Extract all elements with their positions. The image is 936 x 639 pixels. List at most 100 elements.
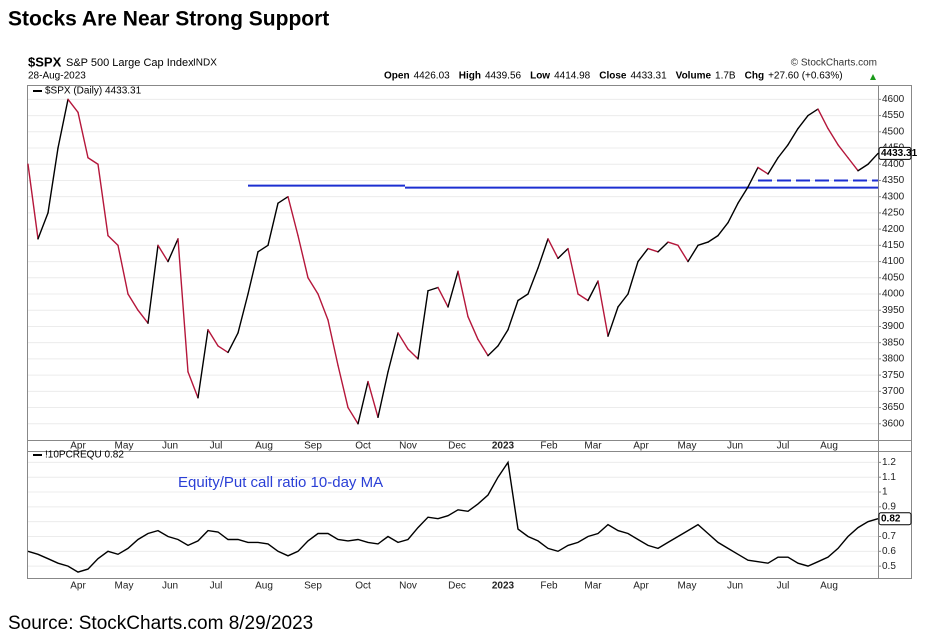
y-tick-label: 4050 xyxy=(882,272,905,283)
x-tick-label: Mar xyxy=(584,581,602,592)
x-tick-label: Feb xyxy=(540,581,558,592)
price-segment xyxy=(537,238,549,269)
price-segment xyxy=(497,328,509,347)
price-segment xyxy=(587,280,599,302)
price-segment xyxy=(487,345,499,357)
price-segment xyxy=(827,127,839,146)
y-tick-label: 3600 xyxy=(882,418,905,429)
price-segment xyxy=(267,202,279,247)
price-segment xyxy=(567,247,579,295)
price-segment xyxy=(577,293,589,302)
price-segment xyxy=(217,345,229,354)
price-segment xyxy=(187,371,199,399)
y-tick-label: 3650 xyxy=(882,402,905,413)
x-tick-label: Aug xyxy=(255,581,273,592)
price-segment xyxy=(147,244,159,324)
price-segment xyxy=(647,247,659,253)
x-tick-label: Aug xyxy=(820,441,838,452)
price-segment xyxy=(387,332,399,373)
quote-line: Open 4426.03 High 4439.56 Low 4414.98 Close 443… xyxy=(384,71,843,82)
date: 28-Aug-2023 xyxy=(28,71,86,82)
x-tick-label: Feb xyxy=(540,441,558,452)
price-segment xyxy=(297,234,309,279)
price-segment xyxy=(397,332,409,350)
y-tick-label: 4600 xyxy=(882,94,905,105)
price-segment xyxy=(837,144,849,159)
quote-label: Volume xyxy=(676,71,712,82)
price-segment xyxy=(607,306,619,337)
price-segment xyxy=(437,286,449,308)
y-tick-label: 4000 xyxy=(882,289,905,300)
price-segment xyxy=(527,267,539,295)
page-title: Stocks Are Near Strong Support xyxy=(8,8,329,31)
last-value-box xyxy=(878,512,912,526)
quote-label: Low xyxy=(530,71,550,82)
x-tick-label: Jun xyxy=(162,441,178,452)
price-segment xyxy=(287,195,299,237)
y-tick-label: 4100 xyxy=(882,256,905,267)
price-segment xyxy=(37,212,49,240)
credit: © StockCharts.com xyxy=(791,58,877,69)
price-segment xyxy=(847,157,859,172)
x-tick-label: Jul xyxy=(777,441,790,452)
x-tick-label: Nov xyxy=(399,441,417,452)
price-segment xyxy=(317,293,329,321)
quote-value: 4433.31 xyxy=(630,71,667,82)
price-segment xyxy=(627,260,639,295)
y-tick-label: 3800 xyxy=(882,354,905,365)
y-tick-label: 4250 xyxy=(882,208,905,219)
price-segment xyxy=(657,241,669,253)
quote-value: 4414.98 xyxy=(554,71,591,82)
x-tick-label: 2023 xyxy=(492,581,515,592)
x-tick-label: May xyxy=(678,581,697,592)
y-tick-label: 1.2 xyxy=(882,457,896,468)
y-tick-label: 4150 xyxy=(882,240,905,251)
x-tick-label: Jul xyxy=(777,581,790,592)
price-segment xyxy=(167,238,179,263)
price-segment xyxy=(817,108,829,130)
x-tick-label: Jul xyxy=(210,441,223,452)
price-segment xyxy=(347,406,359,425)
price-segment xyxy=(177,238,189,373)
price-segment xyxy=(477,338,489,357)
y-tick-label: 1 xyxy=(882,487,888,498)
price-segment xyxy=(117,244,129,295)
price-segment xyxy=(367,380,379,418)
price-segment xyxy=(447,270,459,308)
last-value-label: 0.82 xyxy=(881,513,901,524)
y-tick-label: 3900 xyxy=(882,321,905,332)
price-segment xyxy=(327,319,339,367)
price-segment xyxy=(77,111,89,159)
quote-value: 4426.03 xyxy=(414,71,451,82)
price-segment xyxy=(227,332,239,354)
price-segment xyxy=(237,293,249,334)
price-segment xyxy=(557,247,569,260)
price-segment xyxy=(47,147,59,214)
legend-label: $SPX (Daily) 4433.31 xyxy=(45,86,142,97)
y-tick-label: 1.1 xyxy=(882,472,896,483)
price-segment xyxy=(757,166,769,175)
y-tick-label: 0.9 xyxy=(882,501,896,512)
price-panel-frame xyxy=(27,85,912,452)
x-tick-label: Sep xyxy=(304,441,322,452)
x-tick-label: Apr xyxy=(70,581,86,592)
price-segment xyxy=(727,202,739,224)
ratio-line xyxy=(27,460,879,573)
last-value-label: 4433.31 xyxy=(881,148,918,159)
price-segment xyxy=(737,186,749,204)
legend-label: !10PCREQU 0.82 xyxy=(45,450,124,461)
x-tick-label: May xyxy=(115,581,134,592)
price-segment xyxy=(517,293,529,302)
price-segment xyxy=(797,114,809,130)
x-tick-label: Nov xyxy=(399,581,417,592)
price-segment xyxy=(57,98,69,149)
price-segment xyxy=(667,241,679,247)
x-tick-label: Jun xyxy=(727,581,743,592)
price-segment xyxy=(687,244,699,263)
quote-label: Chg xyxy=(745,71,764,82)
y-tick-label: 3750 xyxy=(882,370,905,381)
price-segment xyxy=(717,221,729,237)
price-segment xyxy=(767,157,779,175)
